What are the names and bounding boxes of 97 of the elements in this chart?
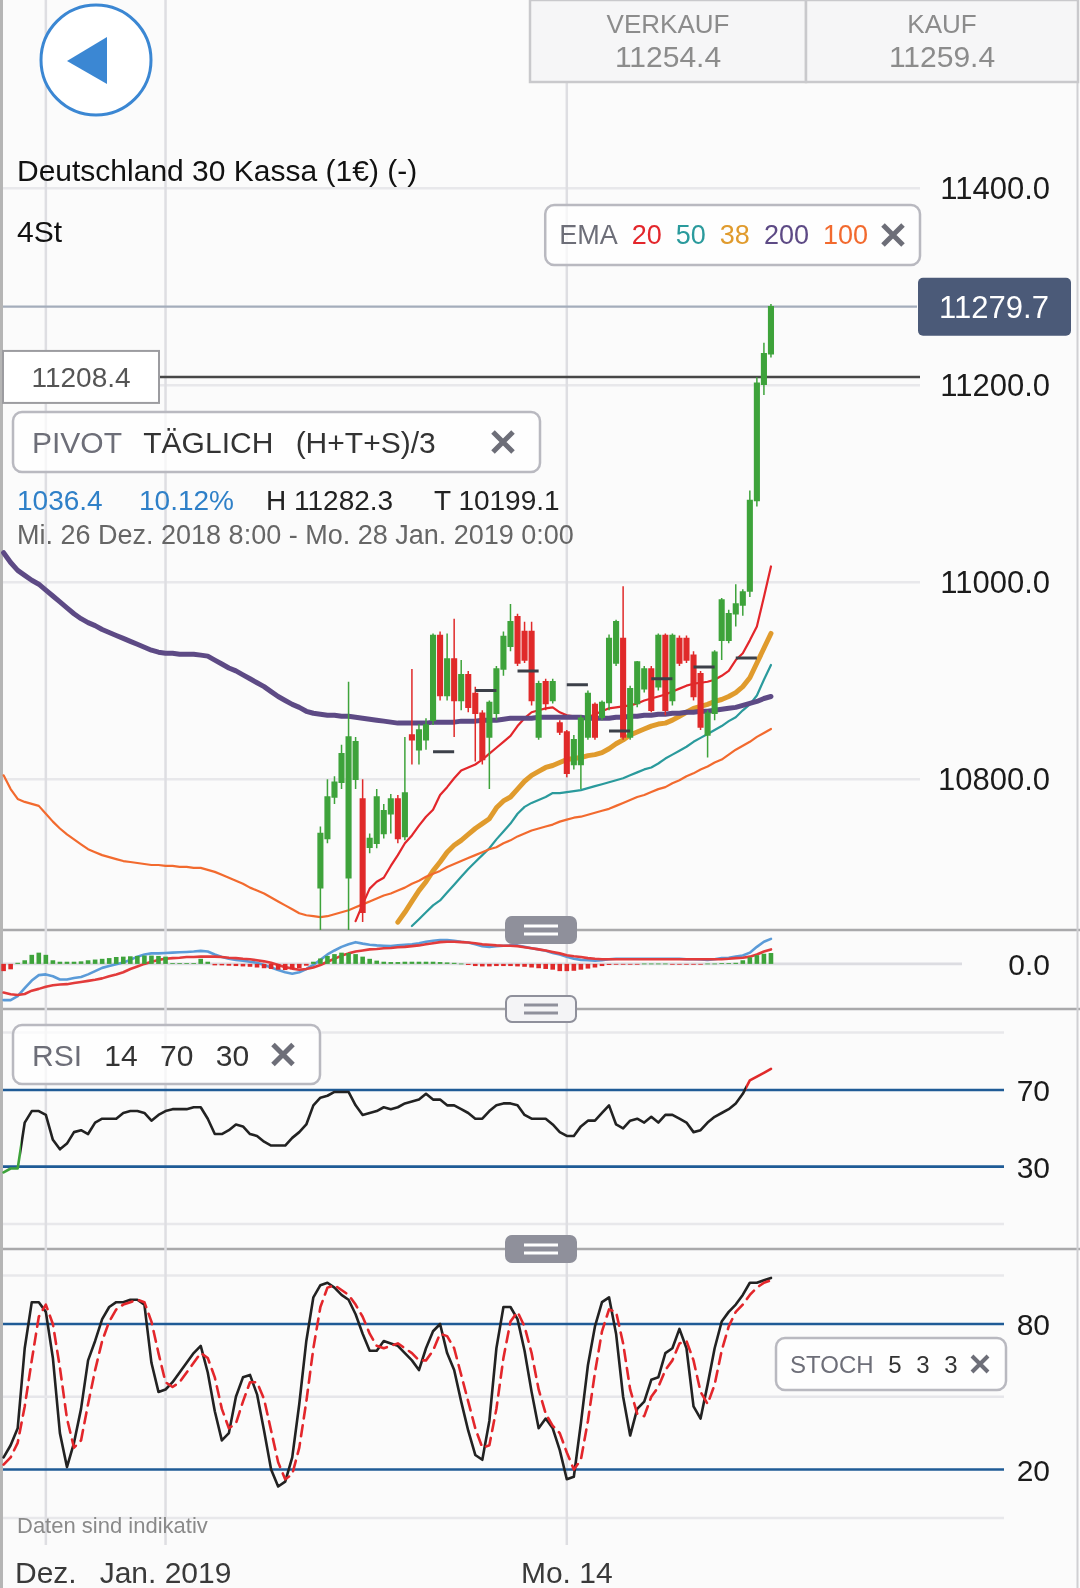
- ref-line-label: 11208.4: [31, 361, 131, 393]
- bar: [754, 955, 760, 964]
- bar: [113, 957, 119, 964]
- y-tick-label: 70: [1016, 1073, 1050, 1107]
- bar: [325, 955, 330, 964]
- line-series: [410, 663, 773, 928]
- candlestick: [591, 701, 599, 741]
- line-series: [354, 565, 773, 923]
- bar: [120, 956, 126, 964]
- bar: [296, 963, 302, 969]
- bar: [128, 956, 133, 964]
- bar: [289, 963, 295, 970]
- annotation: VERKAUF: [606, 9, 730, 39]
- text: 11259.4: [888, 39, 996, 73]
- annotation: RSI 14 70 30: [32, 1038, 250, 1072]
- bar: [550, 963, 556, 970]
- text: 200: [763, 220, 809, 250]
- bar: [198, 958, 204, 964]
- text: 100: [822, 220, 868, 250]
- bar: [332, 954, 337, 964]
- bar: [501, 963, 506, 967]
- bar: [381, 961, 387, 964]
- bar: [747, 957, 753, 964]
- bar: [22, 960, 28, 964]
- bar: [8, 963, 13, 970]
- annotation: PIVOT TÄGLICH (H+T+S)/3: [32, 425, 436, 459]
- bar: [472, 963, 478, 967]
- bar: [543, 963, 548, 969]
- y-tick-label: 10800.0: [937, 761, 1050, 797]
- bar: [374, 960, 380, 964]
- x-tick-label: Mo. 14: [520, 1555, 613, 1588]
- y-tick-label: 80: [1016, 1307, 1050, 1341]
- text: STOCH 5 3 3: [790, 1350, 958, 1378]
- bar: [247, 963, 253, 967]
- ref-line-label: 11279.7: [939, 289, 1049, 325]
- line-series: [2, 1067, 773, 1174]
- legend-title: EMA: [559, 220, 618, 250]
- bar: [318, 958, 323, 964]
- annotation: Mi. 26 Dez. 2018 8:00 - Mo. 28 Jan. 2019 0:00: [17, 520, 574, 550]
- bar: [740, 960, 746, 964]
- bar: [353, 954, 358, 964]
- bar: [360, 956, 365, 964]
- bar: [142, 955, 147, 964]
- bar: [106, 958, 112, 964]
- x-tick-label: Dez.: [15, 1555, 77, 1588]
- bar: [529, 963, 534, 968]
- bar: [508, 963, 513, 967]
- candlestick: [458, 659, 465, 712]
- bar: [536, 963, 541, 969]
- candlestick: [394, 794, 401, 845]
- bar: [282, 963, 288, 971]
- annotation: 11254.4: [614, 39, 722, 73]
- annotation: 1036.4: [17, 484, 103, 516]
- bar: [163, 956, 168, 964]
- bar: [346, 953, 351, 964]
- bar: [522, 963, 527, 967]
- bar: [339, 952, 344, 964]
- bar: [50, 960, 56, 964]
- bar: [592, 963, 598, 968]
- bar: [78, 961, 84, 964]
- annotation: 10.12%: [139, 484, 234, 516]
- text: KAUF: [907, 9, 977, 39]
- candlestick: [401, 736, 408, 842]
- bar: [585, 963, 591, 969]
- candlestick: [542, 678, 549, 712]
- text: 4St: [17, 214, 63, 248]
- candlestick: [444, 632, 451, 702]
- y-tick-label: 11200.0: [940, 367, 1050, 403]
- candlestick: [620, 585, 627, 741]
- bar: [557, 963, 563, 972]
- text: Deutschland 30 Kassa (1€) (-): [17, 153, 418, 187]
- annotation: H 11282.3: [266, 484, 394, 516]
- candlestick: [451, 617, 458, 738]
- bar: [85, 960, 91, 964]
- bar: [156, 955, 161, 964]
- bar: [149, 955, 154, 964]
- bar: [367, 958, 372, 964]
- bar: [494, 963, 499, 967]
- annotation: T 10199.1: [434, 484, 560, 516]
- y-tick-label: 20: [1016, 1453, 1050, 1486]
- candlestick: [437, 630, 444, 702]
- text: 20: [631, 220, 662, 250]
- y-tick-label: 11000.0: [940, 564, 1050, 600]
- candlestick: [408, 668, 415, 766]
- bar: [254, 963, 260, 968]
- bar: [1, 963, 6, 972]
- y-tick-label: 30: [1016, 1150, 1050, 1184]
- y-tick-label: 11400.0: [940, 170, 1050, 206]
- text: 50: [675, 220, 706, 250]
- text: 38: [719, 220, 750, 250]
- x-tick-label: Jan. 2019: [99, 1555, 232, 1588]
- bar: [29, 954, 35, 964]
- annotation: Daten sind indikativ: [17, 1512, 208, 1538]
- line-series: [2, 727, 773, 919]
- bar: [135, 955, 140, 964]
- bar: [205, 961, 211, 964]
- bar: [311, 961, 316, 964]
